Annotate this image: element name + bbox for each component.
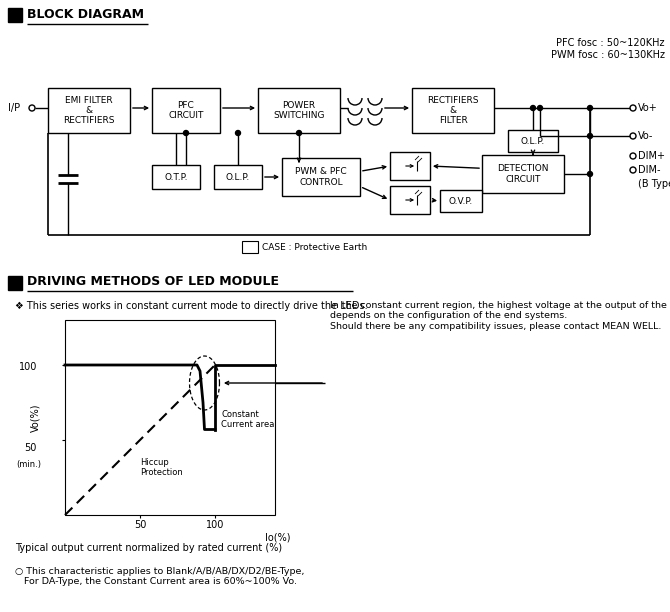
Text: DETECTION
CIRCUIT: DETECTION CIRCUIT <box>497 164 549 184</box>
Bar <box>152 165 200 189</box>
Text: Vo+: Vo+ <box>638 103 658 113</box>
Text: Constant
Current area: Constant Current area <box>221 410 275 430</box>
Bar <box>214 165 262 189</box>
Text: PWM & PFC
CONTROL: PWM & PFC CONTROL <box>295 167 347 187</box>
Text: PFC
CIRCUIT: PFC CIRCUIT <box>168 101 204 120</box>
Text: In the constant current region, the highest voltage at the output of the driver
: In the constant current region, the high… <box>330 301 670 331</box>
Text: 50: 50 <box>134 520 146 530</box>
Bar <box>508 130 558 152</box>
Bar <box>8 276 22 290</box>
Circle shape <box>588 133 592 138</box>
Bar <box>48 88 130 133</box>
Bar <box>282 158 360 196</box>
Text: ❖ This series works in constant current mode to directly drive the LEDs.: ❖ This series works in constant current … <box>15 301 368 311</box>
Bar <box>482 155 564 193</box>
Text: O.T.P.: O.T.P. <box>164 173 188 182</box>
Text: PFC fosc : 50~120KHz
PWM fosc : 60~130KHz: PFC fosc : 50~120KHz PWM fosc : 60~130KH… <box>551 38 665 59</box>
Circle shape <box>588 105 592 111</box>
Bar <box>258 88 340 133</box>
Text: RECTIFIERS
&
FILTER: RECTIFIERS & FILTER <box>427 95 479 125</box>
Bar <box>65 320 275 515</box>
Text: (min.): (min.) <box>16 460 41 469</box>
Text: (B Type): (B Type) <box>638 179 670 189</box>
Bar <box>390 152 430 180</box>
Circle shape <box>235 130 241 135</box>
Text: BLOCK DIAGRAM: BLOCK DIAGRAM <box>27 8 144 21</box>
Circle shape <box>531 105 535 111</box>
Bar <box>242 241 258 253</box>
Text: ○ This characteristic applies to Blank/A/B/AB/DX/D2/BE-Type,
   For DA-Type, the: ○ This characteristic applies to Blank/A… <box>15 567 304 586</box>
Text: O.L.P.: O.L.P. <box>226 173 250 182</box>
Text: Vo(%): Vo(%) <box>30 403 40 431</box>
Text: Typical output current normalized by rated current (%): Typical output current normalized by rat… <box>15 543 282 553</box>
Circle shape <box>588 171 592 176</box>
Bar <box>412 88 494 133</box>
Text: O.L.P.: O.L.P. <box>521 136 545 146</box>
Circle shape <box>537 105 543 111</box>
Text: Io(%): Io(%) <box>265 533 291 543</box>
Text: DIM+: DIM+ <box>638 151 665 161</box>
Text: Hiccup
Protection: Hiccup Protection <box>140 458 183 477</box>
Text: 100: 100 <box>19 362 37 372</box>
Text: DIM-: DIM- <box>638 165 661 175</box>
Text: 50: 50 <box>25 443 37 453</box>
Bar <box>440 190 482 212</box>
Text: I/P: I/P <box>8 103 20 113</box>
Text: 100: 100 <box>206 520 224 530</box>
Text: Vo-: Vo- <box>638 131 653 141</box>
Text: DRIVING METHODS OF LED MODULE: DRIVING METHODS OF LED MODULE <box>27 275 279 288</box>
Bar <box>8 8 22 22</box>
Text: POWER
SWITCHING: POWER SWITCHING <box>273 101 325 120</box>
Bar <box>390 186 430 214</box>
Text: EMI FILTER
&
RECTIFIERS: EMI FILTER & RECTIFIERS <box>63 95 115 125</box>
Bar <box>152 88 220 133</box>
Circle shape <box>297 130 302 135</box>
Text: CASE : Protective Earth: CASE : Protective Earth <box>262 242 367 252</box>
Circle shape <box>184 130 188 135</box>
Text: O.V.P.: O.V.P. <box>449 196 473 206</box>
